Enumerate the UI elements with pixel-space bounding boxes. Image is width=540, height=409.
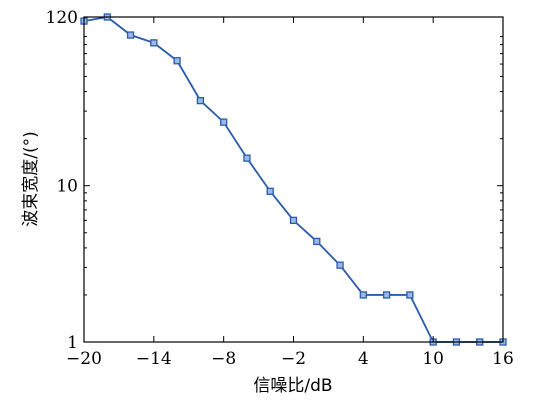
data-point <box>313 237 321 246</box>
series-line <box>83 16 503 343</box>
data-point <box>243 154 251 162</box>
x-tick-label: 16 <box>492 349 514 369</box>
y-axis-label: 波束宽度/(°) <box>21 131 41 227</box>
data-point <box>382 291 391 299</box>
x-tick-label: −20 <box>66 349 102 369</box>
axes-layer <box>83 16 504 343</box>
data-point <box>289 216 298 225</box>
series-layer <box>80 13 507 346</box>
data-point <box>406 291 414 299</box>
ticks-layer: −20 −14 −8 −2 4 10 16 1 10 120 <box>46 8 514 369</box>
y-tick-label: 10 <box>56 177 78 197</box>
plot-frame <box>83 16 504 343</box>
data-point <box>336 261 344 269</box>
x-tick-label: −8 <box>211 349 236 369</box>
data-point <box>220 118 228 126</box>
data-point <box>150 39 158 47</box>
data-point <box>126 31 135 39</box>
y-tick-label: 1 <box>67 333 78 353</box>
data-point <box>173 57 181 65</box>
x-axis-label: 信噪比/dB <box>253 376 332 396</box>
y-tick-label: 120 <box>46 8 78 28</box>
x-tick-label: −2 <box>281 349 306 369</box>
data-point <box>196 96 205 105</box>
data-point <box>359 291 367 299</box>
data-point <box>266 187 274 195</box>
x-tick-label: −14 <box>136 349 172 369</box>
x-tick-label: 10 <box>422 349 444 369</box>
x-tick-label: 4 <box>358 349 369 369</box>
